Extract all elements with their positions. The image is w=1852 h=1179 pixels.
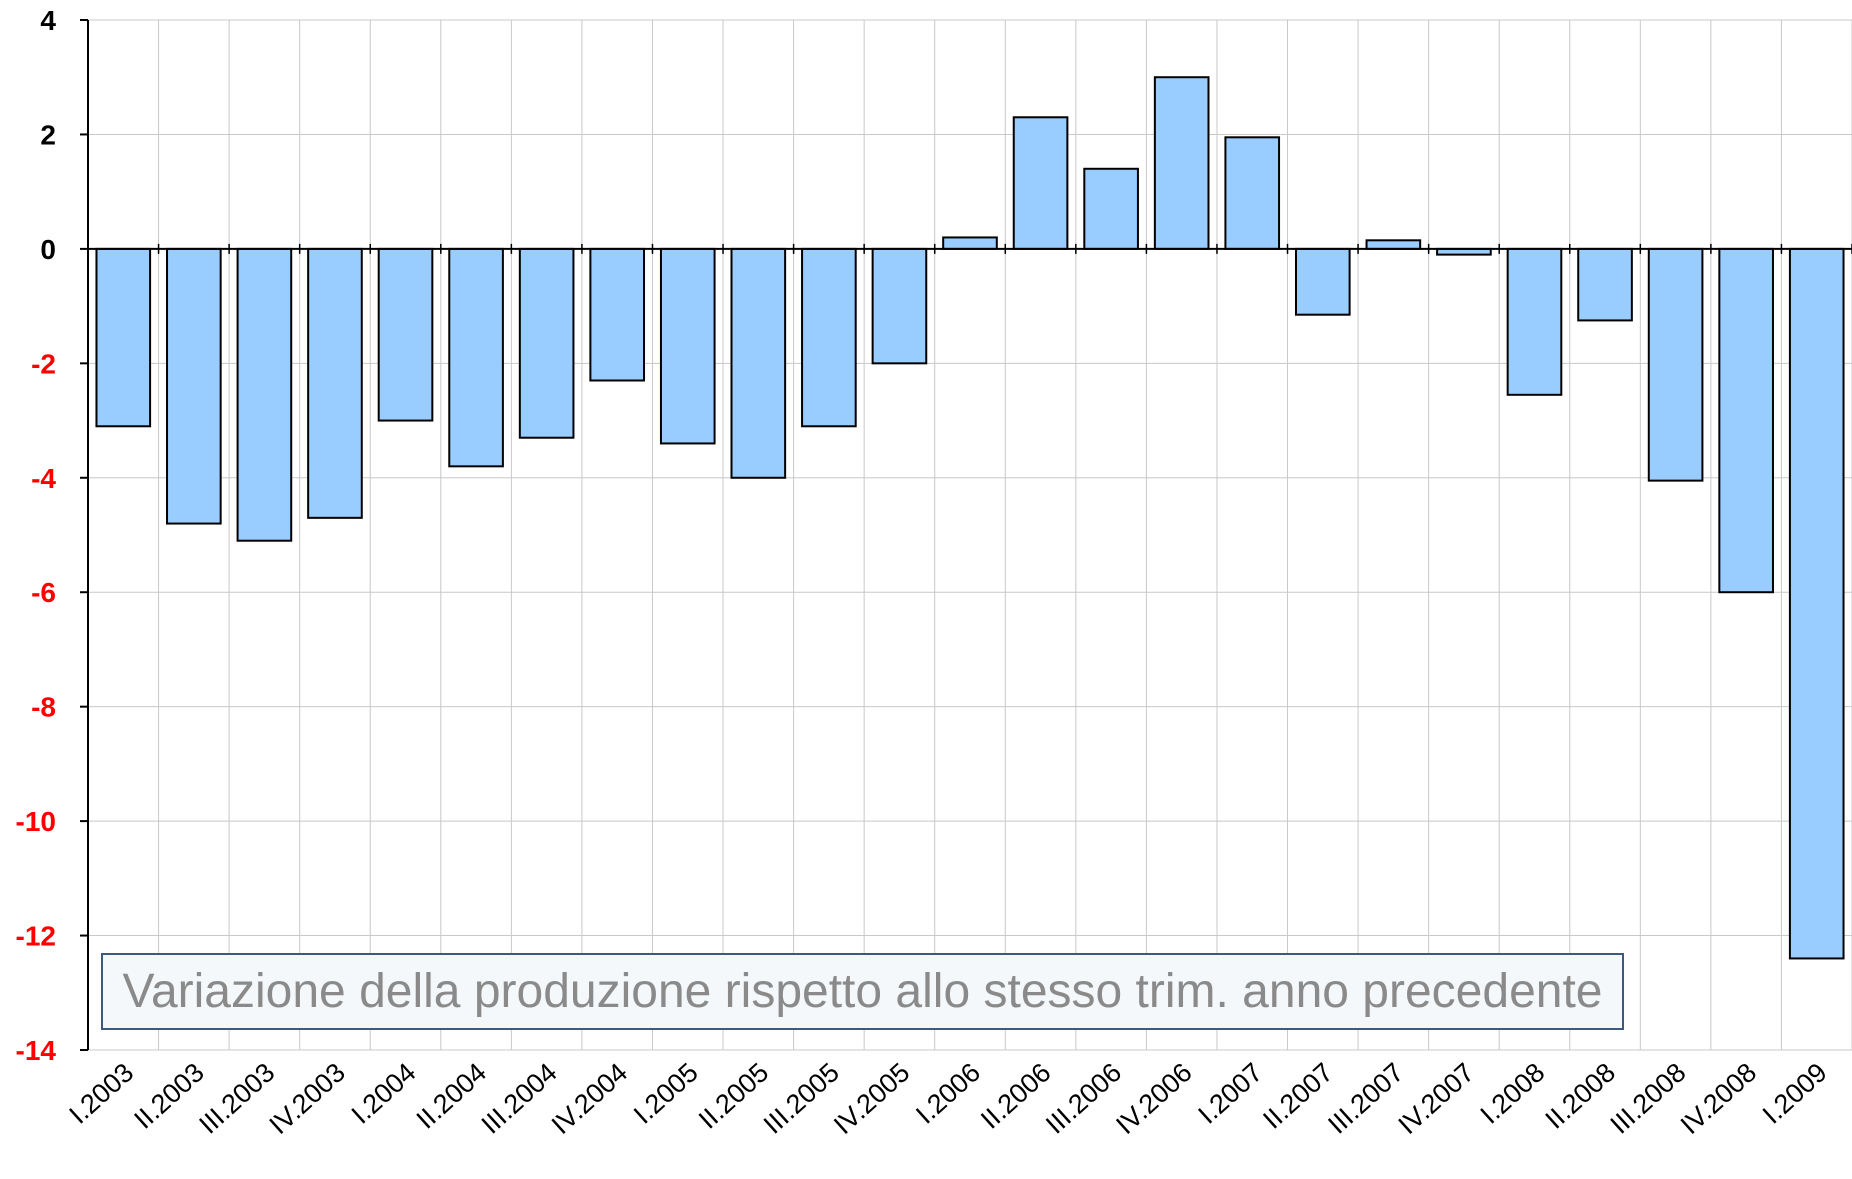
chart-annotation: Variazione della produzione rispetto all… (122, 965, 1603, 1018)
x-tick-label: III.2007 (1322, 1057, 1409, 1140)
bar (1577, 247, 1633, 322)
x-tick-label: III.2008 (1605, 1057, 1692, 1140)
x-tick-label: IV.2007 (1393, 1057, 1480, 1140)
bar (659, 247, 716, 445)
x-tick-label: IV.2008 (1675, 1057, 1762, 1140)
bar (1224, 136, 1281, 250)
x-tick-label: III.2005 (758, 1057, 845, 1140)
y-tick-label: -4 (31, 463, 56, 494)
y-tick-label: -14 (16, 1035, 57, 1066)
y-tick-label: 0 (40, 234, 56, 265)
y-tick-label: -8 (31, 692, 56, 723)
y-tick-label: -2 (31, 348, 56, 379)
bar (1718, 247, 1774, 594)
bar (1153, 76, 1210, 250)
bars (95, 76, 1845, 960)
x-tick-label: I.2007 (1192, 1057, 1268, 1130)
bar (95, 247, 152, 428)
bar (1788, 247, 1845, 960)
x-tick-labels: I.2003II.2003III.2003IV.2003I.2004II.200… (63, 1057, 1832, 1140)
x-tick-label: I.2008 (1475, 1057, 1551, 1130)
bar (871, 247, 928, 365)
y-tick-label: -10 (16, 806, 56, 837)
x-tick-label: I.2003 (63, 1057, 139, 1130)
bar (307, 247, 363, 519)
x-tick-label: III.2006 (1040, 1057, 1127, 1140)
bar (1012, 116, 1069, 250)
x-tick-label: I.2009 (1757, 1057, 1833, 1130)
bar (1365, 239, 1422, 250)
x-tick-label: III.2004 (476, 1057, 563, 1140)
x-tick-label: IV.2005 (828, 1057, 915, 1140)
bar (730, 247, 787, 479)
bar (1647, 247, 1704, 482)
y-tick-label: 2 (40, 119, 56, 150)
bar (589, 247, 646, 382)
y-tick-label: -12 (16, 921, 56, 952)
y-tick-labels: 4 2 0 -2 -4 -6 -8 -10 -12 -14 (16, 5, 57, 1066)
bar (1083, 167, 1139, 250)
bar (801, 247, 857, 428)
x-tick-label: III.2003 (193, 1057, 280, 1140)
bar (1294, 247, 1351, 316)
y-tick-label: -6 (31, 577, 56, 608)
axes (80, 19, 1852, 1051)
x-tick-label: I.2004 (346, 1057, 422, 1130)
bar (1506, 247, 1563, 396)
grid-lines (88, 19, 1852, 1051)
x-tick-label: I.2006 (910, 1057, 986, 1130)
x-tick-label: IV.2004 (546, 1057, 633, 1140)
bar (166, 247, 222, 525)
x-tick-label: IV.2006 (1110, 1057, 1197, 1140)
bar (236, 247, 293, 542)
bar (377, 247, 434, 422)
x-tick-label: I.2005 (628, 1057, 704, 1130)
bar (448, 247, 504, 468)
bar (942, 236, 998, 250)
chart-annotation-box: Variazione della produzione rispetto all… (101, 953, 1624, 1030)
y-tick-label: 4 (40, 5, 56, 36)
x-tick-label: IV.2003 (264, 1057, 351, 1140)
bar (518, 247, 575, 439)
